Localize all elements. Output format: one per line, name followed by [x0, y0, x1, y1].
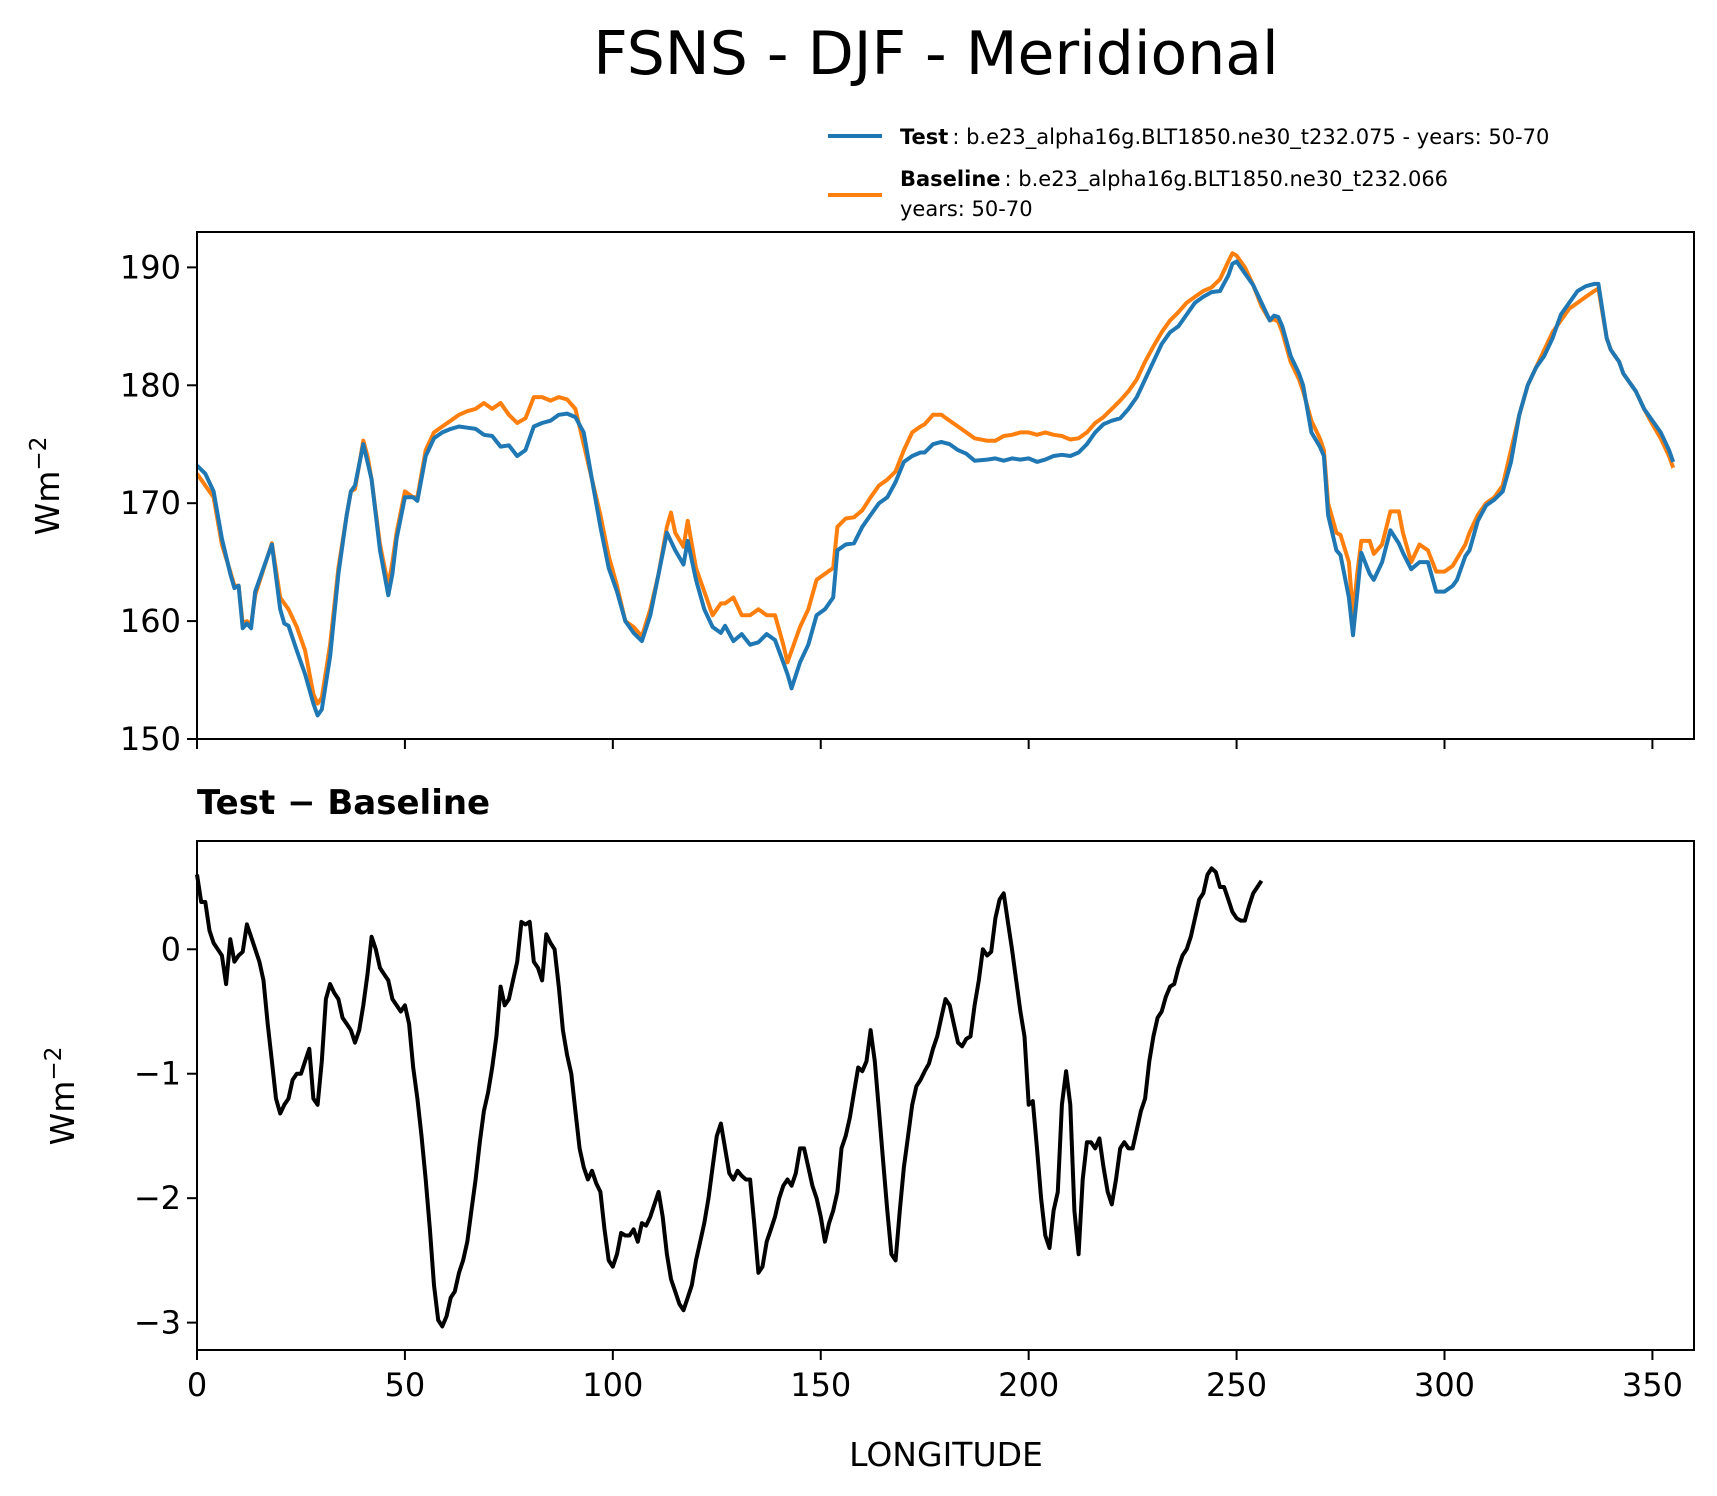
baseline-series-line: [195, 251, 1676, 706]
legend-test-name: Test: [900, 125, 948, 149]
bottom-ylabel: Wm−2: [41, 1047, 82, 1146]
chart-title: FSNS - DJF - Meridional: [593, 19, 1278, 89]
bottom-panel: Test − Baseline −3 −2 −1 0 0 50 100 150 200 250 3…: [41, 783, 1695, 1474]
test-series-line: [195, 259, 1676, 718]
bottom-xtick-label: 200: [998, 1366, 1059, 1404]
bottom-ytick-label: −3: [134, 1304, 181, 1342]
bottom-plot-frame: [196, 840, 1695, 1351]
top-ytick-label: 150: [120, 720, 181, 758]
bottom-xtick-label: 100: [582, 1366, 643, 1404]
legend-baseline-label-line2: years: 50-70: [900, 197, 1033, 221]
legend: Test: b.e23_alpha16g.BLT1850.ne30_t232.0…: [828, 125, 1549, 221]
top-ytick-label: 180: [120, 366, 181, 404]
bottom-xtick-label: 250: [1206, 1366, 1267, 1404]
bottom-xtick-label: 0: [187, 1366, 207, 1404]
diff-panel-title: Test − Baseline: [197, 783, 490, 823]
top-ylabel: Wm−2: [26, 437, 67, 536]
legend-test-label: : b.e23_alpha16g.BLT1850.ne30_t232.075 -…: [952, 125, 1549, 150]
legend-baseline-label: : b.e23_alpha16g.BLT1850.ne30_t232.066: [1005, 167, 1449, 192]
x-axis-label: LONGITUDE: [849, 1435, 1043, 1474]
bottom-ytick-label: −1: [134, 1055, 181, 1093]
difference-series-line: [195, 866, 1264, 1329]
top-panel: 150 160 170 180 190 Wm−2: [26, 231, 1695, 758]
bottom-xtick-label: 300: [1414, 1366, 1475, 1404]
top-ytick-label: 170: [120, 484, 181, 522]
legend-baseline-name: Baseline: [900, 167, 1001, 191]
svg-text:Test: b.e23_alpha16g.BLT1850.n: Test: b.e23_alpha16g.BLT1850.ne30_t232.0…: [900, 125, 1549, 150]
bottom-xtick-label: 50: [385, 1366, 426, 1404]
top-plot-frame: [196, 231, 1695, 740]
bottom-xtick-label: 150: [790, 1366, 851, 1404]
bottom-ytick-label: −2: [134, 1179, 181, 1217]
top-ytick-label: 190: [120, 248, 181, 286]
svg-text:Baseline: b.e23_alpha16g.BLT18: Baseline: b.e23_alpha16g.BLT1850.ne30_t2…: [900, 167, 1448, 192]
bottom-xtick-label: 350: [1622, 1366, 1683, 1404]
top-ytick-label: 160: [120, 602, 181, 640]
bottom-ytick-label: 0: [161, 930, 181, 968]
